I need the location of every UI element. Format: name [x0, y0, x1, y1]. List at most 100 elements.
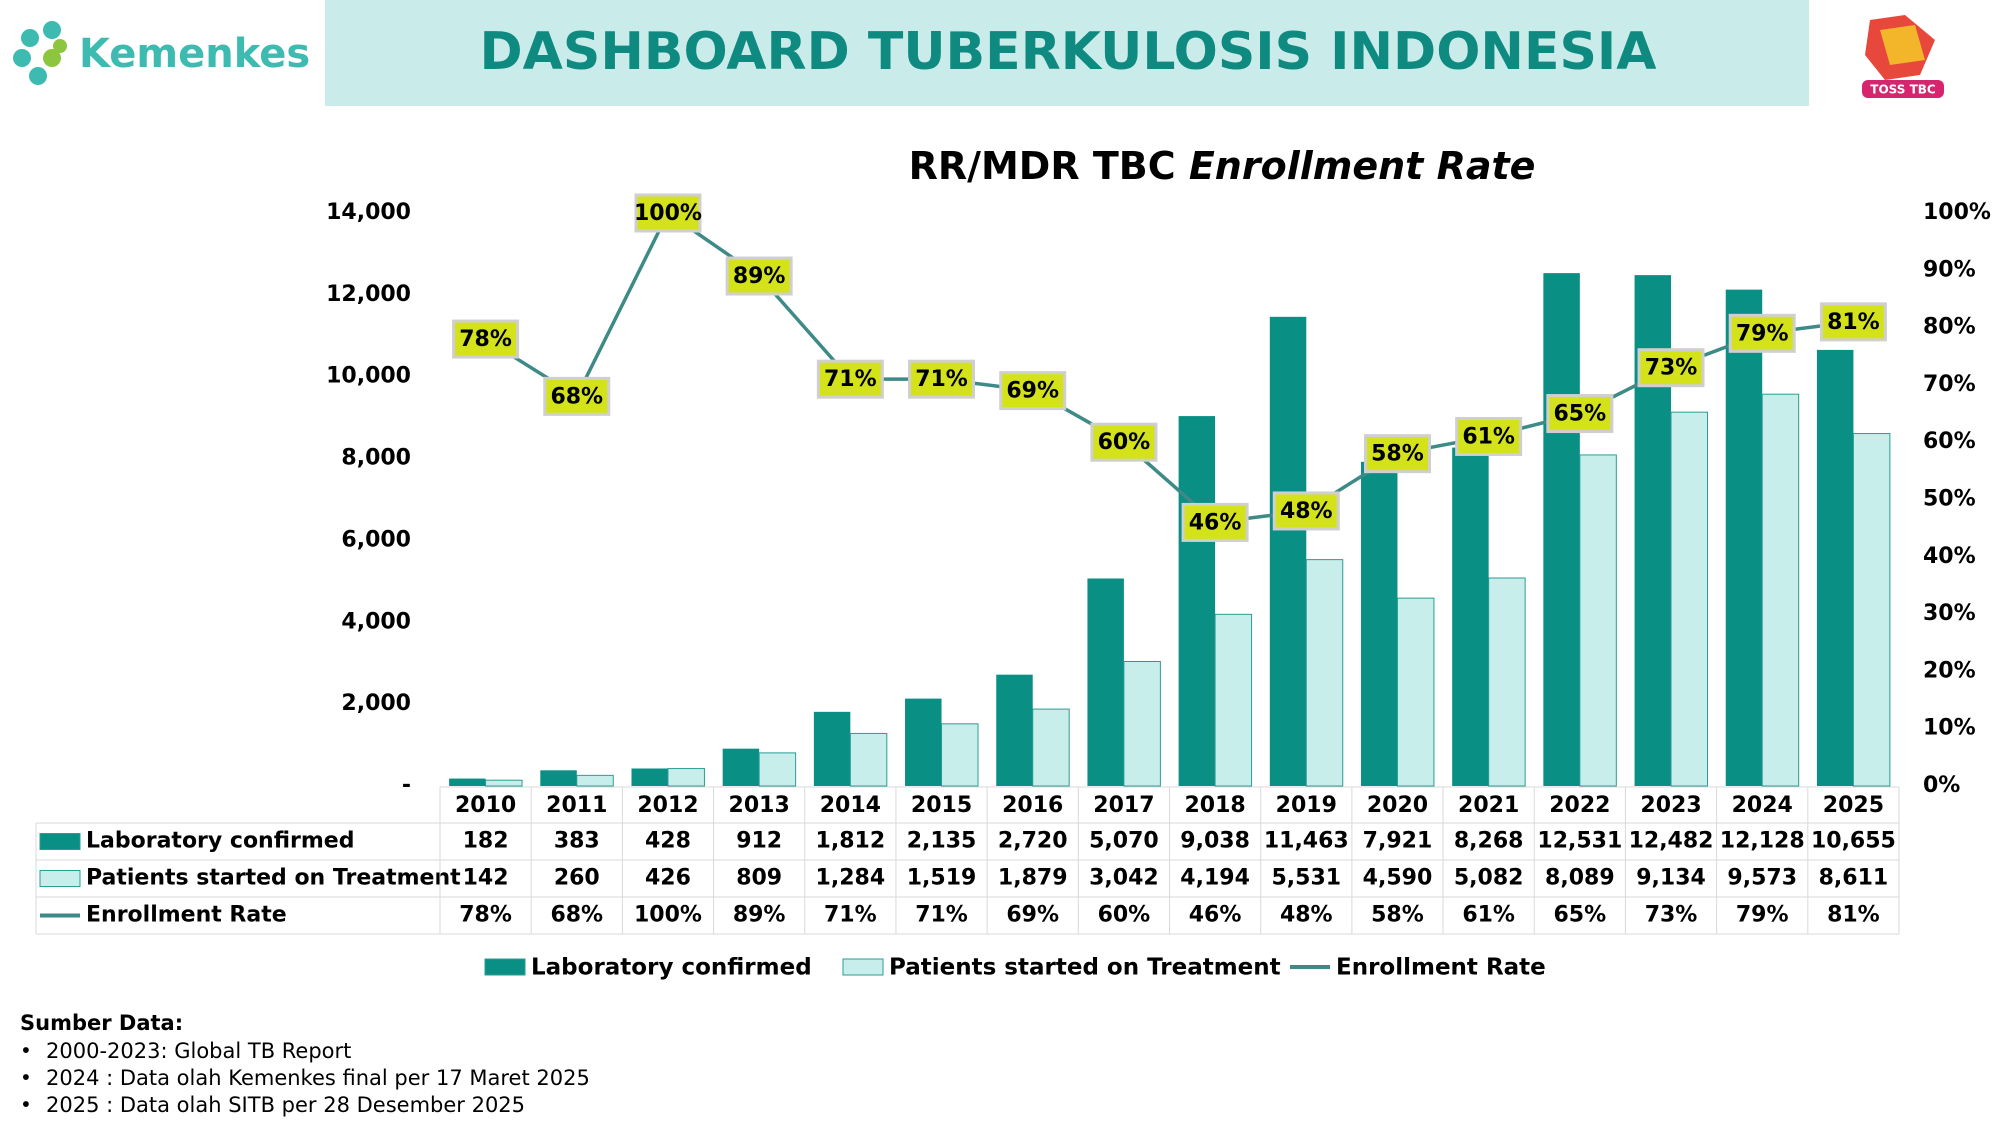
bar: [1852, 433, 1891, 787]
table-cell: 4,194: [1180, 866, 1250, 891]
data-label: 71%: [915, 367, 968, 392]
table-cell: 65%: [1554, 903, 1607, 928]
legend-label: Enrollment Rate: [1336, 955, 1546, 981]
x-tick-label: 2015: [911, 793, 972, 818]
table-cell: 9,573: [1727, 866, 1797, 891]
footnote-item: 2000-2023: Global TB Report: [46, 1039, 351, 1063]
table-cell: 2,720: [998, 829, 1068, 854]
logo-right-text: TOSS TBC: [1870, 83, 1936, 97]
x-tick-label: 2013: [729, 793, 790, 818]
data-label: 89%: [733, 264, 786, 289]
y-tick-label: 8,000: [341, 446, 411, 471]
bar: [941, 723, 979, 787]
bar: [631, 768, 668, 786]
data-label-box: [816, 359, 884, 399]
data-label: 81%: [1827, 310, 1880, 335]
x-tick-label: 2010: [455, 793, 516, 818]
x-tick-label: 2012: [637, 793, 698, 818]
footnote-title: Sumber Data:: [20, 1011, 183, 1035]
bar: [1670, 411, 1709, 787]
bar: [813, 711, 851, 786]
bar: [576, 774, 614, 787]
x-tick-label: 2011: [546, 793, 607, 818]
bar: [1452, 447, 1489, 786]
bar: [1178, 416, 1216, 786]
x-tick-label: 2020: [1367, 793, 1428, 818]
data-label-box: [634, 193, 702, 233]
x-tick-label: 2025: [1823, 793, 1884, 818]
table-cell: 912: [736, 829, 782, 854]
table-cell: 48%: [1280, 903, 1333, 928]
y-tick-label: 14,000: [326, 200, 411, 225]
bar: [722, 748, 760, 786]
table-cell: 3,042: [1089, 866, 1159, 891]
bar: [1032, 708, 1070, 787]
table-cell: 9,038: [1180, 829, 1250, 854]
data-label-box: [1272, 491, 1340, 531]
table-cell: 5,070: [1089, 829, 1159, 854]
legend-label: Patients started on Treatment: [889, 955, 1281, 981]
data-label: 46%: [1189, 510, 1242, 535]
table-cell: 8,611: [1819, 866, 1889, 891]
data-label: 61%: [1462, 424, 1515, 449]
bar: [1725, 289, 1763, 786]
bar: [1305, 559, 1344, 787]
y-tick-label: 10,000: [326, 364, 411, 389]
bar: [1214, 613, 1253, 787]
table-row-label: Enrollment Rate: [86, 903, 287, 928]
table-cell: 61%: [1462, 903, 1515, 928]
bar: [1761, 393, 1800, 787]
table-cell: 260: [554, 866, 600, 891]
table-cell: 7,921: [1363, 829, 1433, 854]
table-cell: 78%: [459, 903, 512, 928]
bar: [449, 778, 486, 786]
table-cell: 5,531: [1271, 866, 1341, 891]
table-cell: 383: [554, 829, 600, 854]
bar: [996, 674, 1033, 786]
logo-text: Kemenkes: [79, 31, 310, 77]
y2-tick-label: 100%: [1923, 200, 1991, 225]
y2-tick-label: 70%: [1923, 372, 1976, 397]
table-cell: 4,590: [1363, 866, 1433, 891]
table-cell: 10,655: [1811, 829, 1896, 854]
table-cell: 12,482: [1629, 829, 1714, 854]
y2-tick-label: 80%: [1923, 315, 1976, 340]
data-label-box: [725, 256, 793, 296]
data-label-box: [543, 376, 611, 416]
table-cell: 182: [463, 829, 509, 854]
table-cell: 1,519: [907, 866, 977, 891]
table-cell: 71%: [915, 903, 968, 928]
y-tick-label: -: [402, 773, 411, 798]
table-cell: 73%: [1645, 903, 1698, 928]
table-cell: 2,135: [907, 829, 977, 854]
footnote-bullet: •: [20, 1093, 32, 1117]
x-tick-label: 2018: [1184, 793, 1245, 818]
data-label-box: [452, 319, 520, 359]
bar: [1543, 273, 1580, 786]
bar: [758, 752, 797, 787]
y-tick-label: 6,000: [341, 527, 411, 552]
table-cell: 142: [463, 866, 509, 891]
bar: [1269, 316, 1307, 786]
table-cell: 8,268: [1454, 829, 1524, 854]
data-label: 78%: [459, 327, 512, 352]
legend-swatch: [484, 958, 526, 976]
data-label: 79%: [1736, 321, 1789, 346]
chart-title: RR/MDR TBC Enrollment Rate: [909, 144, 1536, 188]
data-label: 68%: [550, 384, 603, 409]
logo-right: TOSS TBC: [1862, 15, 1944, 98]
footnote-item: 2024 : Data olah Kemenkes final per 17 M…: [46, 1066, 590, 1090]
data-label: 65%: [1554, 402, 1607, 427]
table-cell: 81%: [1827, 903, 1880, 928]
table-cell: 11,463: [1264, 829, 1349, 854]
bar: [1579, 454, 1617, 787]
y-tick-label: 12,000: [326, 282, 411, 307]
table-cell: 89%: [733, 903, 786, 928]
line: [484, 210, 1854, 525]
table-row-label: Laboratory confirmed: [86, 829, 354, 854]
table-cell: 46%: [1189, 903, 1242, 928]
data-label: 69%: [1006, 379, 1059, 404]
y2-tick-label: 60%: [1923, 429, 1976, 454]
bar: [905, 698, 942, 786]
y2-tick-label: 40%: [1923, 544, 1976, 569]
